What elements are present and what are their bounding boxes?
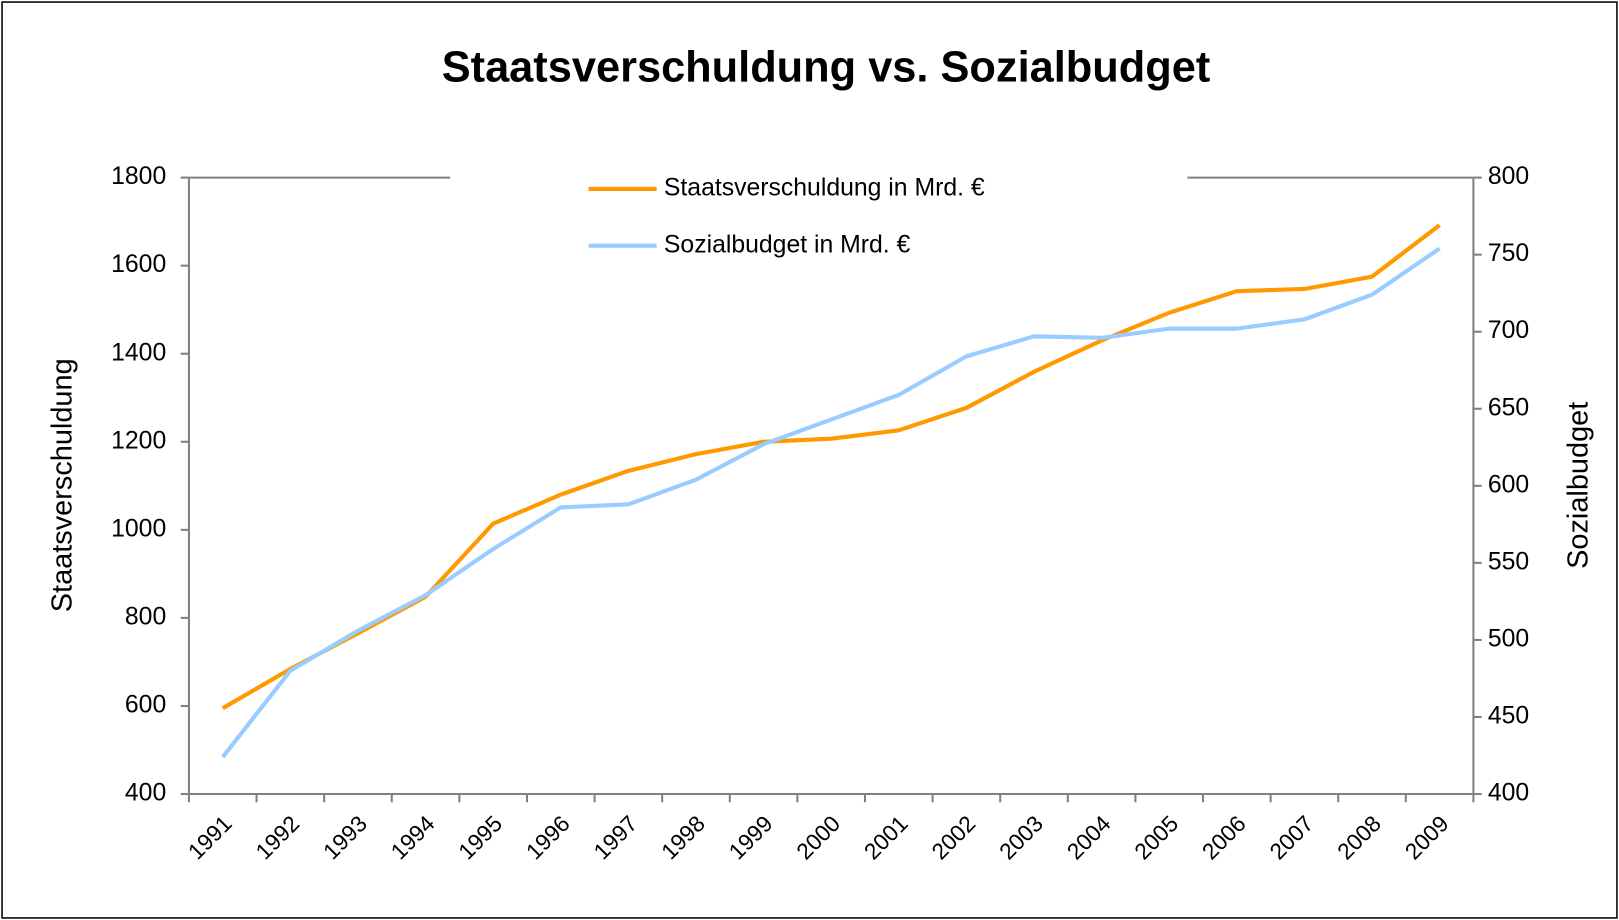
y2-tick-label: 500 bbox=[1488, 625, 1529, 652]
y2-tick-label: 400 bbox=[1488, 780, 1529, 807]
y-tick-label: 1600 bbox=[111, 251, 166, 278]
y-tick-label: 1800 bbox=[111, 163, 166, 190]
y-axis-title: Staatsverschuldung bbox=[47, 358, 79, 612]
series-line bbox=[221, 246, 1441, 759]
y-tick-label: 1000 bbox=[111, 515, 166, 542]
y-tick-label: 1400 bbox=[111, 339, 166, 366]
y2-tick-label: 600 bbox=[1488, 471, 1529, 498]
y2-axis-title: Sozialbudget bbox=[1562, 402, 1594, 569]
legend: Staatsverschuldung in Mrd. € Sozialbudget… bbox=[450, 154, 1188, 277]
legend-label: Staatsverschuldung in Mrd. € bbox=[664, 175, 985, 202]
y-tick-label: 1200 bbox=[111, 427, 166, 454]
y2-tick-label: 700 bbox=[1488, 317, 1529, 344]
y2-tick-label: 550 bbox=[1488, 548, 1529, 575]
y2-tick-label: 750 bbox=[1488, 240, 1529, 267]
y2-tick-label: 450 bbox=[1488, 703, 1529, 730]
legend-box bbox=[450, 154, 1188, 277]
y2-tick-label: 800 bbox=[1488, 163, 1529, 190]
y-tick-label: 800 bbox=[125, 603, 166, 630]
y-tick-label: 400 bbox=[125, 780, 166, 807]
y-tick-label: 600 bbox=[125, 692, 166, 719]
chart-title: Staatsverschuldung vs. Sozialbudget bbox=[442, 44, 1211, 92]
y2-tick-label: 650 bbox=[1488, 394, 1529, 421]
legend-label: Sozialbudget in Mrd. € bbox=[664, 231, 911, 258]
